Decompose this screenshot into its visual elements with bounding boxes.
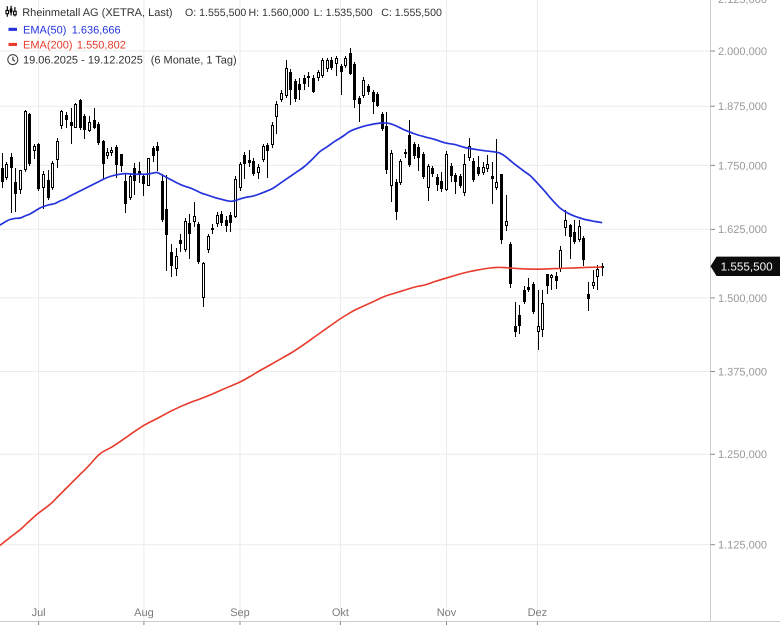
svg-text:1.500,000: 1.500,000 (718, 293, 767, 305)
svg-text:1.250,000: 1.250,000 (718, 449, 767, 461)
svg-text:(6 Monate, 1 Tag): (6 Monate, 1 Tag) (151, 55, 237, 67)
svg-text:EMA(50): EMA(50) (23, 24, 66, 36)
svg-text:1.550,802: 1.550,802 (77, 39, 126, 51)
svg-text:Sep: Sep (230, 607, 250, 619)
svg-text:Okt: Okt (332, 607, 349, 619)
svg-text:1.750,000: 1.750,000 (718, 160, 767, 172)
svg-text:19.06.2025 - 19.12.2025: 19.06.2025 - 19.12.2025 (23, 55, 143, 67)
svg-text:Rheinmetall AG (XETRA, Last): Rheinmetall AG (XETRA, Last) (22, 7, 172, 19)
svg-text:2.125,000: 2.125,000 (718, 0, 767, 6)
svg-text:1.625,000: 1.625,000 (718, 224, 767, 236)
svg-text:1.555,500: 1.555,500 (721, 261, 773, 274)
svg-text:Dez: Dez (528, 607, 548, 619)
svg-text:Aug: Aug (134, 607, 154, 619)
svg-text:1.125,000: 1.125,000 (718, 540, 767, 552)
svg-text:EMA(200): EMA(200) (23, 39, 73, 51)
svg-text:2.000,000: 2.000,000 (718, 46, 767, 58)
svg-text:C: 1.555,500: C: 1.555,500 (381, 7, 442, 19)
svg-text:H: 1.560,000: H: 1.560,000 (249, 7, 310, 19)
svg-text:O: 1.555,500: O: 1.555,500 (185, 7, 246, 19)
svg-text:1.636,666: 1.636,666 (72, 24, 121, 36)
svg-text:1.875,000: 1.875,000 (718, 101, 767, 113)
svg-text:L: 1.535,500: L: 1.535,500 (314, 7, 373, 19)
svg-text:Nov: Nov (437, 607, 457, 619)
svg-text:Jul: Jul (32, 607, 46, 619)
svg-text:1.375,000: 1.375,000 (718, 366, 767, 378)
